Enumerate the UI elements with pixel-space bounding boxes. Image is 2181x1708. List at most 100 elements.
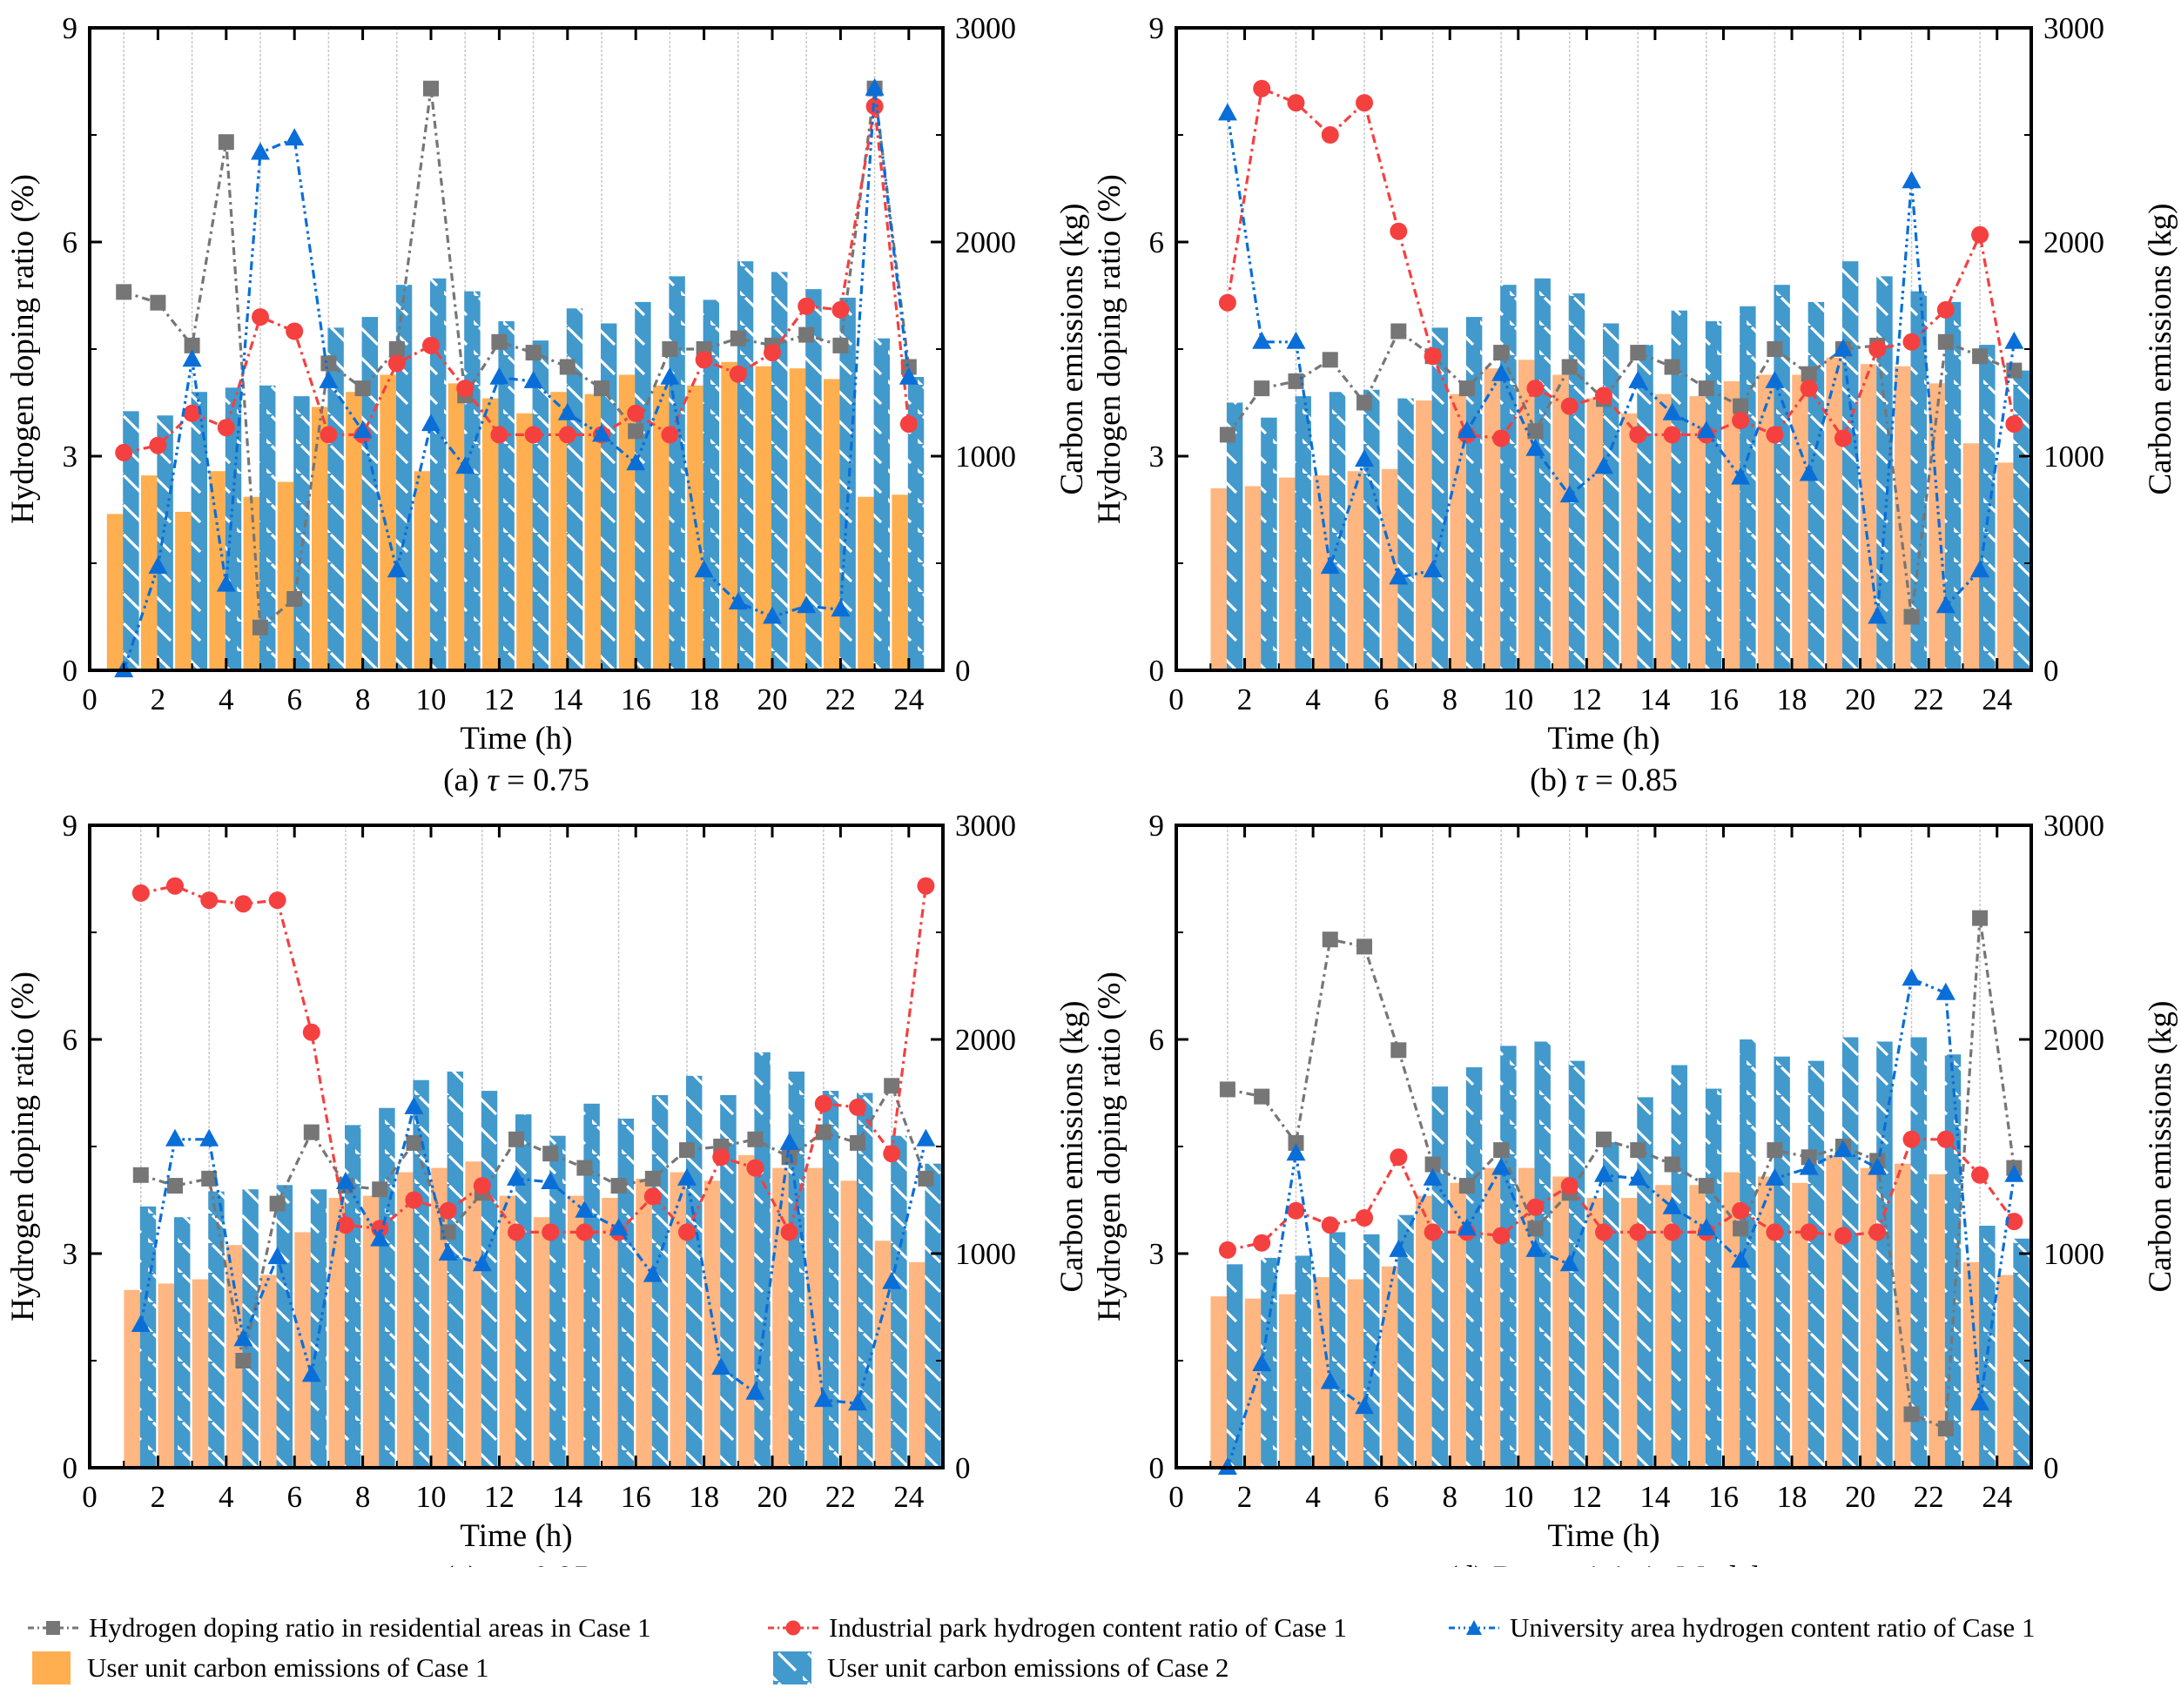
point-residential (132, 1167, 149, 1183)
bar-case2 (191, 392, 208, 670)
bar-case2 (174, 1217, 191, 1468)
point-university (1217, 103, 1237, 121)
bar-case1 (294, 1232, 311, 1468)
point-industrial (576, 1223, 594, 1241)
y-right-tick-label: 1000 (955, 440, 1016, 474)
point-industrial (1902, 1130, 1921, 1148)
point-university (660, 366, 680, 385)
point-university (1389, 1239, 1409, 1257)
y-right-tick-label: 2000 (2043, 225, 2104, 259)
point-residential (525, 345, 542, 361)
bar-case1 (1757, 1176, 1774, 1468)
point-university (1799, 1157, 1819, 1175)
point-university (677, 1167, 697, 1186)
point-industrial (252, 308, 269, 326)
bar-case2 (1329, 1232, 1346, 1468)
point-residential (320, 355, 337, 372)
point-university (1423, 560, 1443, 578)
point-residential (1356, 394, 1373, 411)
x-tick-label: 0 (82, 683, 98, 716)
point-residential (423, 80, 439, 97)
bar-case2 (1705, 321, 1722, 670)
point-industrial (1766, 426, 1784, 444)
y-left-tick-label: 3 (1149, 440, 1165, 474)
bar-case2 (1740, 1039, 1756, 1468)
point-industrial (1663, 1223, 1681, 1241)
point-residential (1219, 1081, 1235, 1098)
point-industrial (439, 1201, 457, 1220)
bar-case1 (1929, 383, 1945, 670)
point-industrial (1560, 397, 1579, 415)
point-industrial (780, 1223, 798, 1241)
point-university (916, 1128, 936, 1147)
point-residential (1937, 333, 1954, 350)
point-university (1970, 560, 1990, 578)
bar-case1 (260, 1274, 277, 1468)
point-university (1628, 370, 1648, 388)
x-tick-label: 12 (484, 683, 515, 716)
bar-case1 (1552, 374, 1569, 670)
x-tick-label: 24 (893, 683, 924, 716)
y-right-tick-label: 3000 (2043, 809, 2104, 843)
y-right-axis-label: Carbon emissions (kg) (1054, 1000, 1090, 1292)
point-residential (1630, 1142, 1646, 1159)
chart-panel-2: 0 2 4 6 8 10 12 14 16 18 20 22 2403690100020003000Ti… (1092, 11, 2178, 798)
bar-case2 (481, 1091, 498, 1468)
point-industrial (1902, 333, 1921, 351)
panel-caption: (c) τ = 0.95 (443, 1560, 589, 1567)
bar-case1 (209, 471, 226, 670)
y-left-axis-label: Hydrogen doping ratio (%) (1092, 174, 1128, 524)
point-residential (354, 380, 371, 397)
bar-case1 (1723, 1172, 1740, 1468)
point-residential (201, 1170, 218, 1187)
point-residential (235, 1353, 252, 1368)
point-residential (1458, 380, 1475, 397)
point-university (353, 420, 373, 439)
point-industrial (183, 404, 201, 422)
point-university (1902, 968, 1922, 986)
y-right-tick-label: 1000 (955, 1237, 1016, 1271)
point-university (438, 1243, 458, 1261)
bar-case1 (414, 471, 430, 670)
panel-caption: (d) Deterministic Model (1447, 1560, 1760, 1567)
point-residential (798, 326, 815, 343)
point-industrial (883, 1145, 901, 1163)
bar-case2 (1295, 1255, 1311, 1468)
point-residential (372, 1181, 388, 1198)
bar-case2 (1226, 1264, 1243, 1468)
bar-case1 (1381, 1266, 1398, 1468)
point-university (216, 574, 236, 592)
point-university (1355, 1396, 1375, 1415)
bar-case2 (907, 376, 925, 670)
x-tick-label: 22 (1914, 683, 1944, 716)
bar-case2 (1841, 1037, 1859, 1468)
point-university (1868, 606, 1888, 624)
x-tick-label: 10 (1503, 1480, 1533, 1514)
bar-case1 (158, 1283, 174, 1468)
point-university (1731, 467, 1751, 485)
series-line-residential (123, 88, 911, 631)
bar-case2 (1500, 1046, 1517, 1468)
point-university (1902, 171, 1922, 189)
panel-caption: (a) τ = 0.75 (443, 763, 589, 798)
bar-case2 (1568, 1060, 1585, 1468)
bar-case2 (1740, 306, 1756, 670)
caption-prefix: (a) (443, 763, 487, 798)
bar-case2 (566, 308, 583, 670)
y-left-tick-label: 9 (1149, 809, 1165, 843)
x-tick-label: 18 (1777, 1480, 1807, 1514)
point-industrial (1732, 1201, 1750, 1220)
y-left-tick-label: 9 (63, 809, 78, 843)
point-residential (1219, 427, 1235, 443)
point-residential (252, 619, 268, 635)
x-tick-label: 4 (219, 1480, 234, 1514)
point-university (1491, 1157, 1511, 1175)
caption-tau-symbol: τ (487, 763, 500, 798)
bar-case2 (2013, 1238, 2030, 1468)
point-university (1868, 1157, 1888, 1175)
point-university (507, 1167, 526, 1186)
point-university (131, 1315, 151, 1332)
x-tick-label: 8 (1442, 1480, 1457, 1514)
bar-case1 (1996, 1274, 2014, 1468)
x-tick-label: 18 (1777, 683, 1807, 716)
